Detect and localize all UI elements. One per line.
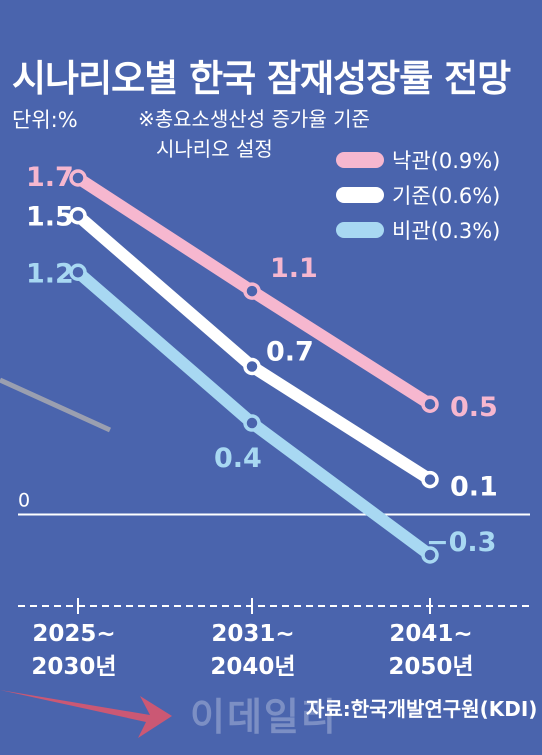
data-labels: 1.7 1.1 0.5 1.5 0.7 0.1 1.2 0.4 −0.3 [26, 162, 498, 558]
point-optimistic-0 [69, 169, 87, 187]
data-label-baseline-2: 0.1 [450, 472, 498, 503]
x-label-2025-2030: 2025~ 2030년 [14, 618, 134, 684]
point-optimistic-2 [421, 395, 439, 413]
decor-gray-arrow [0, 377, 112, 433]
x-ticks [77, 598, 431, 614]
point-baseline-0 [69, 206, 87, 225]
chart-title: 시나리오별 한국 잠재성장률 전망 [12, 57, 511, 100]
data-label-baseline-0: 1.5 [26, 202, 74, 233]
data-label-pessimistic-2: −0.3 [426, 527, 496, 558]
legend-item-optimistic: 낙관(0.9%) [336, 142, 500, 177]
point-optimistic-1 [243, 282, 261, 300]
zero-tick-label: 0 [18, 489, 30, 511]
legend: 낙관(0.9%) 기준(0.6%) 비관(0.3%) [336, 142, 500, 247]
data-label-baseline-1: 0.7 [266, 337, 314, 368]
x-label-2031-2040-line-1: 2031~ [211, 621, 295, 647]
decor-red-arrow [0, 690, 172, 738]
series-line-pessimistic [72, 266, 436, 561]
data-label-optimistic-0: 1.7 [26, 162, 74, 193]
source-credit: 자료:한국개발연구원(KDI) [306, 697, 538, 721]
point-pessimistic-0 [69, 263, 87, 281]
legend-item-pessimistic: 비관(0.3%) [336, 212, 500, 247]
point-baseline-1 [243, 357, 261, 376]
series-line-baseline [72, 209, 436, 486]
point-pessimistic-2 [421, 546, 439, 564]
legend-label-optimistic: 낙관(0.9%) [392, 148, 501, 173]
x-label-2041-2050-line-2: 2050년 [388, 654, 474, 680]
point-baseline-2 [421, 470, 439, 489]
data-label-optimistic-1: 1.1 [270, 253, 318, 284]
x-label-2041-2050-line-1: 2041~ [389, 621, 473, 647]
note-line-2: 시나리오 설정 [156, 137, 273, 161]
watermark: 이데일리 [190, 695, 338, 739]
unit-label: 단위:% [12, 108, 78, 132]
x-label-2025-2030-line-2: 2030년 [31, 654, 117, 680]
x-label-2041-2050: 2041~ 2050년 [371, 618, 491, 684]
x-label-2031-2040: 2031~ 2040년 [193, 618, 313, 684]
legend-item-baseline: 기준(0.6%) [336, 177, 500, 212]
legend-swatch-optimistic [336, 151, 384, 168]
legend-label-baseline: 기준(0.6%) [392, 183, 501, 208]
point-pessimistic-1 [243, 414, 261, 432]
data-label-pessimistic-0: 1.2 [26, 258, 74, 289]
legend-swatch-pessimistic [336, 221, 384, 238]
data-label-pessimistic-1: 0.4 [214, 443, 262, 474]
series-layer [69, 169, 439, 564]
legend-swatch-baseline [336, 186, 384, 203]
x-label-2025-2030-line-1: 2025~ [32, 621, 116, 647]
scenario-note: ※총요소생산성 증가율 기준 시나리오 설정 [138, 104, 370, 164]
note-line-1: ※총요소생산성 증가율 기준 [138, 107, 370, 131]
x-label-2031-2040-line-2: 2040년 [210, 654, 296, 680]
legend-label-pessimistic: 비관(0.3%) [392, 218, 501, 243]
data-label-optimistic-2: 0.5 [450, 392, 498, 423]
